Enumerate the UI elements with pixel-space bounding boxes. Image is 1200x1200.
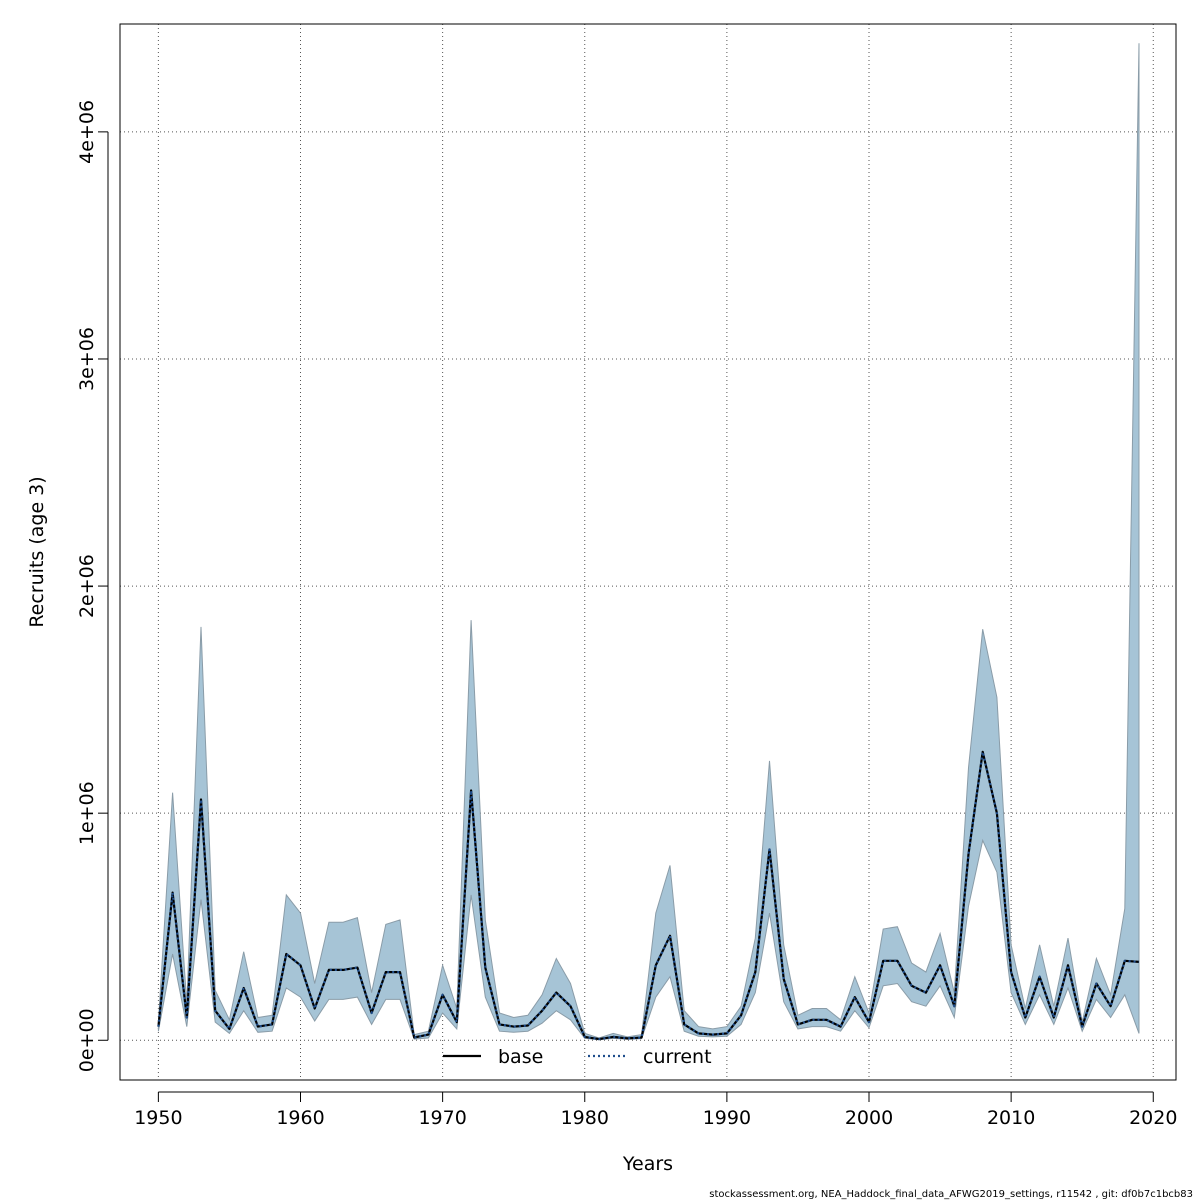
y-tick-label-2e+06: 2e+06 — [76, 554, 98, 618]
x-tick-label-2010: 2010 — [987, 1107, 1035, 1129]
series-lines-layer — [157, 750, 1140, 1041]
legend-label-base: base — [498, 1046, 543, 1068]
confidence-band-layer — [157, 43, 1140, 1041]
footer-credit: stockassessment.org, NEA_Haddock_final_d… — [709, 1189, 1193, 1200]
y-axis: 0e+00 1e+06 2e+06 3e+06 4e+06 — [76, 100, 109, 1072]
x-tick-label-1980: 1980 — [561, 1107, 609, 1129]
x-tick-label-2000: 2000 — [845, 1107, 893, 1129]
y-tick-label-1e+06: 1e+06 — [76, 781, 98, 845]
x-tick-label-1970: 1970 — [418, 1107, 466, 1129]
x-tick-label-1990: 1990 — [703, 1107, 751, 1129]
x-tick-label-2020: 2020 — [1129, 1107, 1177, 1129]
x-axis: 1950 1960 1970 1980 1990 2000 2010 2020 — [134, 1091, 1177, 1129]
series-line-current — [157, 750, 1140, 1041]
y-tick-label-3e+06: 3e+06 — [76, 327, 98, 391]
x-axis-title: Years — [622, 1153, 673, 1175]
x-tick-label-1960: 1960 — [276, 1107, 324, 1129]
y-tick-label-4e+06: 4e+06 — [76, 100, 98, 164]
legend-label-current: current — [643, 1046, 712, 1068]
legend: base current — [443, 1046, 712, 1068]
y-tick-label-0e+00: 0e+00 — [76, 1008, 98, 1072]
y-axis-title: Recruits (age 3) — [26, 476, 48, 627]
confidence-band — [157, 43, 1140, 1041]
x-tick-label-1950: 1950 — [134, 1107, 182, 1129]
plot-frame — [119, 23, 1177, 1081]
